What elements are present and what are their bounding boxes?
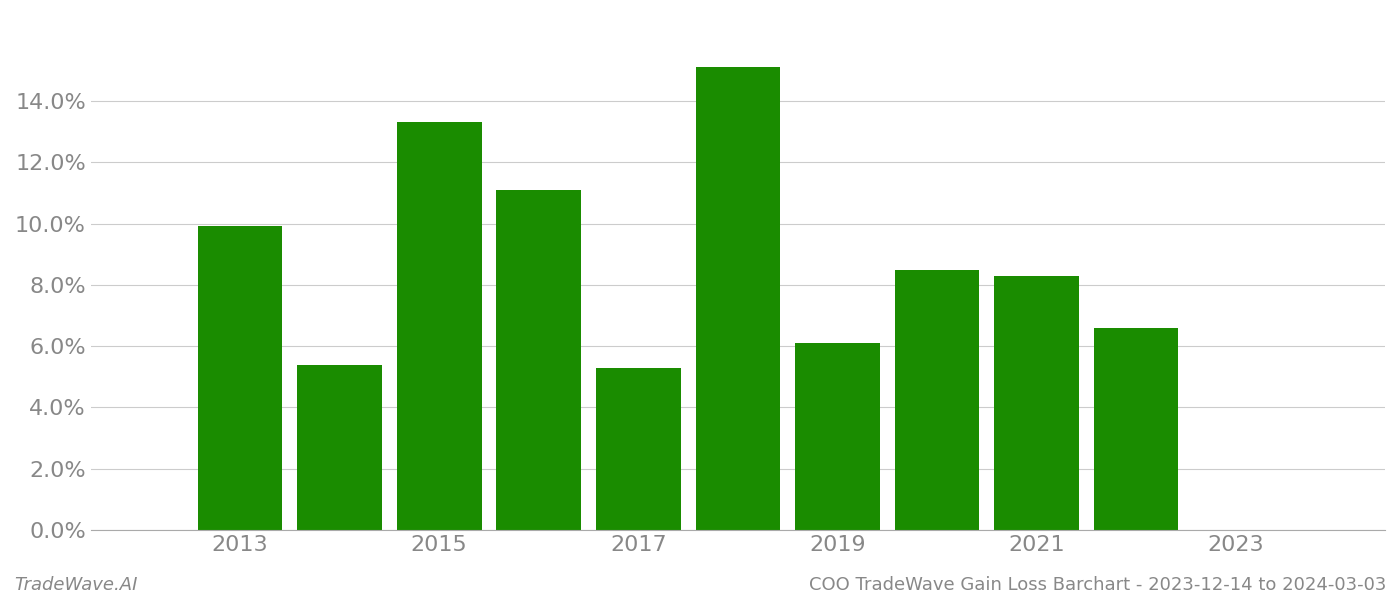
Text: TradeWave.AI: TradeWave.AI xyxy=(14,576,137,594)
Bar xyxy=(994,275,1079,530)
Bar xyxy=(1093,328,1179,530)
Bar xyxy=(895,269,979,530)
Bar xyxy=(795,343,879,530)
Bar xyxy=(696,67,780,530)
Bar xyxy=(497,190,581,530)
Bar xyxy=(396,122,482,530)
Bar xyxy=(297,365,382,530)
Bar xyxy=(596,368,680,530)
Bar xyxy=(197,226,283,530)
Text: COO TradeWave Gain Loss Barchart - 2023-12-14 to 2024-03-03: COO TradeWave Gain Loss Barchart - 2023-… xyxy=(809,576,1386,594)
